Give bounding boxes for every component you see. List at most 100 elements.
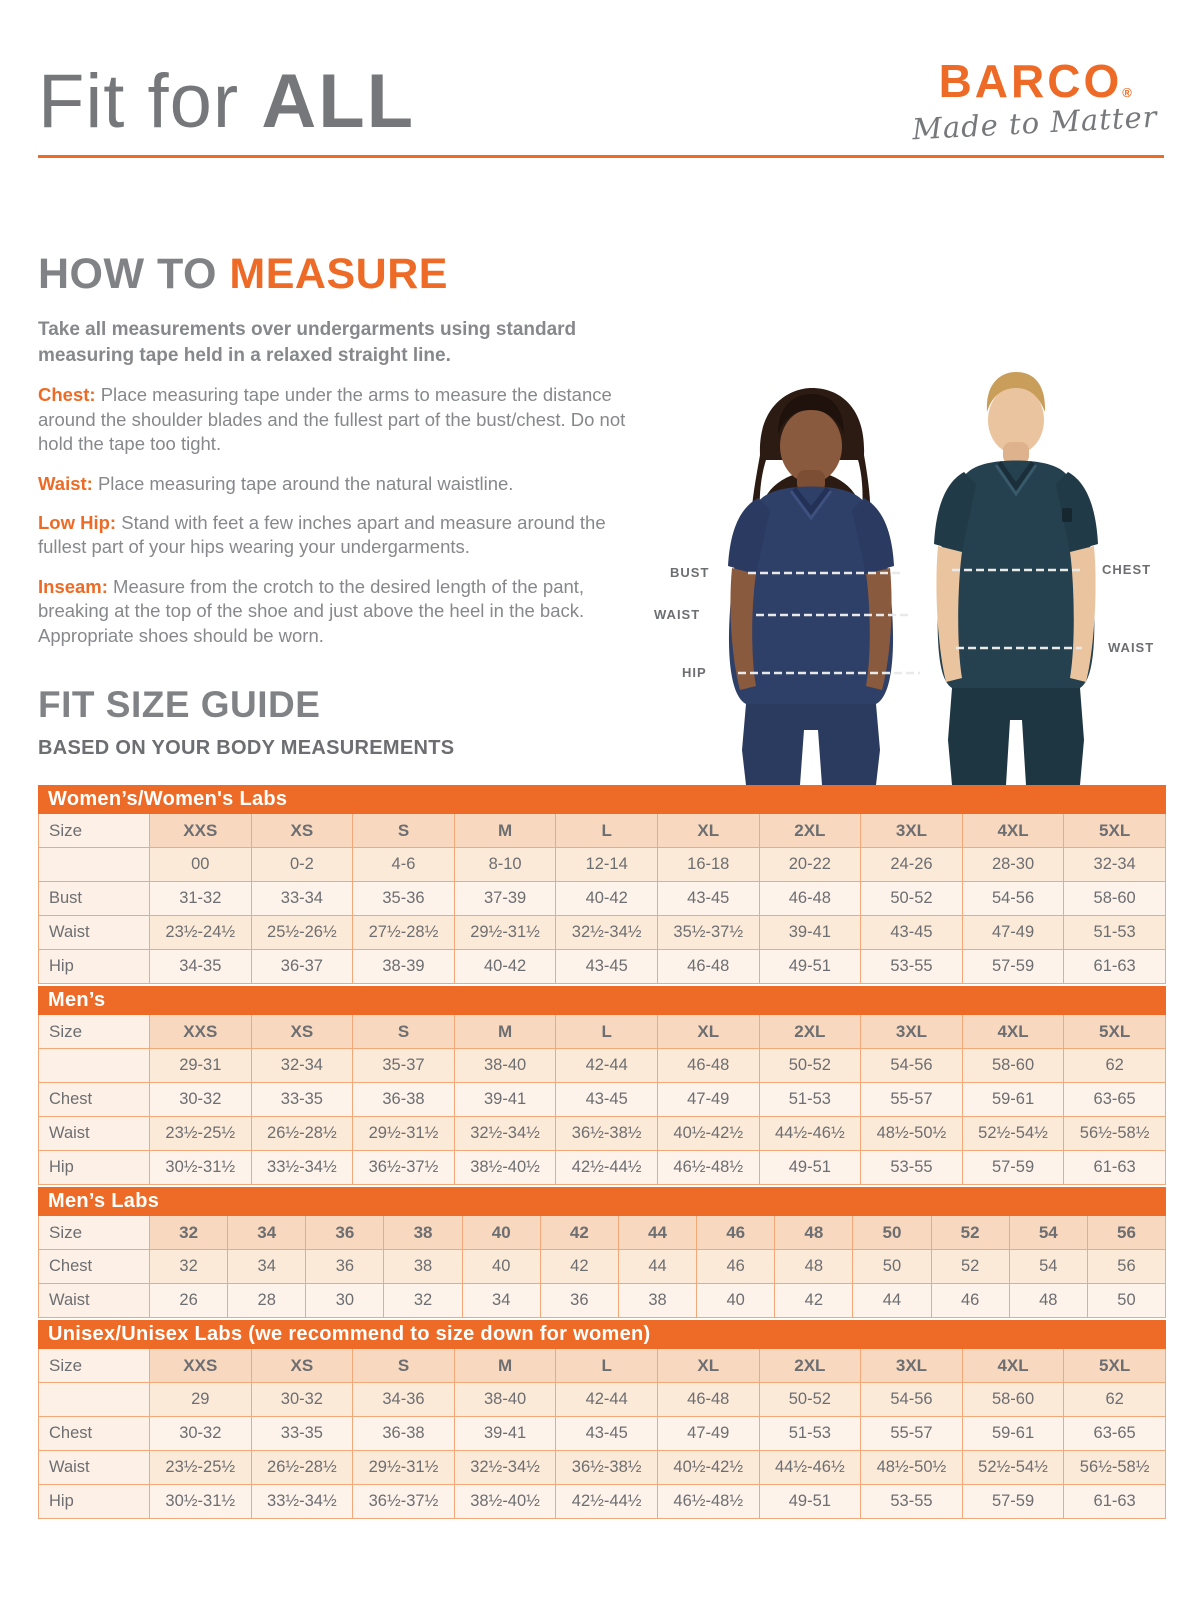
table-cell: 58-60 <box>962 1049 1065 1083</box>
table-cell: 36 <box>306 1216 385 1250</box>
table-cell: 32-34 <box>251 1049 354 1083</box>
table-cell: 43-45 <box>556 950 658 984</box>
table-cell: 16-18 <box>657 848 760 882</box>
table-cell: 38 <box>618 1284 698 1318</box>
table-cell: 40 <box>462 1216 541 1250</box>
models-photo: BUST WAIST HIP CHEST WAIST <box>640 360 1170 785</box>
table-cell: 26½-28½ <box>251 1117 354 1151</box>
table-cell: 61-63 <box>1064 1151 1166 1185</box>
size-header-row: Size XXS XS S M L XL 2XL 3XL 4XL 5XL <box>38 1015 1166 1049</box>
table-cell: 63-65 <box>1064 1417 1166 1451</box>
table-cell: M <box>454 1349 557 1383</box>
table-cell: XL <box>657 1015 760 1049</box>
table-row: Waist 26 28 30 32 34 36 38 40 42 44 46 48 50 <box>38 1284 1167 1318</box>
heading-orange-part: MEASURE <box>229 250 448 298</box>
table-cell: 37-39 <box>454 882 557 916</box>
table-cell: 40-42 <box>454 950 557 984</box>
female-model <box>728 388 894 785</box>
measure-item-chest: Chest: Place measuring tape under the ar… <box>38 383 630 456</box>
table-cell: 40½-42½ <box>657 1117 760 1151</box>
table-cell: 44 <box>618 1250 698 1284</box>
table-cell: 56 <box>1087 1216 1167 1250</box>
row-label-cell: Waist <box>38 1284 150 1318</box>
table-cell: 23½-25½ <box>150 1117 252 1151</box>
table-row: Bust 31-32 33-34 35-36 37-39 40-42 43-45 46-48 5… <box>38 882 1166 916</box>
table-cell: 34-35 <box>150 950 252 984</box>
table-cell: 40-42 <box>556 882 658 916</box>
table-cell: 43-45 <box>556 1417 658 1451</box>
table-cell: 42½-44½ <box>556 1151 658 1185</box>
table-cell: 56 <box>1087 1250 1167 1284</box>
table-cell: 53-55 <box>861 1151 963 1185</box>
table-cell: S <box>353 1015 455 1049</box>
table-cell: 48½-50½ <box>861 1451 963 1485</box>
table-cell: 43-45 <box>556 1083 658 1117</box>
table-cell: 35-36 <box>353 882 455 916</box>
table-cell: 38 <box>384 1250 463 1284</box>
table-row: Waist 23½-25½ 26½-28½ 29½-31½ 32½-34½ 36½-38½… <box>38 1117 1166 1151</box>
hip-label: HIP <box>682 665 707 680</box>
size-header-row: Size XXS XS S M L XL 2XL 3XL 4XL 5XL <box>38 1349 1166 1383</box>
table-cell: 39-41 <box>454 1417 557 1451</box>
table-row: 29-31 32-34 35-37 38-40 42-44 46-48 50-52 54-56… <box>38 1049 1166 1083</box>
table-cell: 34-36 <box>353 1383 455 1417</box>
measure-item-label: Waist: <box>38 472 93 494</box>
measure-item-text: Measure from the crotch to the desired l… <box>38 575 585 646</box>
measure-item-label: Low Hip: <box>38 511 117 533</box>
row-label-cell <box>38 1383 150 1417</box>
table-cell: 46 <box>697 1216 776 1250</box>
table-cell: 5XL <box>1064 814 1166 848</box>
table-cell: 54-56 <box>962 882 1065 916</box>
size-tables: Women’s/Women's Labs Size XXS XS S M L XL 2XL 3XL… <box>38 785 1167 1521</box>
table-cell: 53-55 <box>861 950 963 984</box>
table-cell: 42 <box>775 1284 854 1318</box>
table-cell: L <box>556 1349 658 1383</box>
page-title-regular: Fit for <box>38 59 262 144</box>
table-row: Chest 30-32 33-35 36-38 39-41 43-45 47-49 51-53… <box>38 1083 1166 1117</box>
row-label-cell: Size <box>38 1015 150 1049</box>
table-cell: 44 <box>618 1216 698 1250</box>
table-cell: 57-59 <box>962 1151 1065 1185</box>
table-cell: 33½-34½ <box>251 1151 354 1185</box>
table-cell: 50-52 <box>759 1049 862 1083</box>
table-cell: 32½-34½ <box>454 1451 557 1485</box>
table-title-band: Women’s/Women's Labs <box>38 785 1166 814</box>
table-cell: 40 <box>462 1250 541 1284</box>
table-cell: 40½-42½ <box>657 1451 760 1485</box>
row-label-cell: Waist <box>38 1117 150 1151</box>
brand-wordmark: BARCO <box>938 55 1123 107</box>
table-cell: 52½-54½ <box>962 1117 1065 1151</box>
table-cell: 52½-54½ <box>962 1451 1065 1485</box>
table-cell: 38-40 <box>454 1049 557 1083</box>
table-cell: 52 <box>931 1216 1010 1250</box>
table-cell: 32½-34½ <box>454 1117 557 1151</box>
table-cell: 56½-58½ <box>1064 1117 1166 1151</box>
table-cell: 23½-24½ <box>150 916 252 950</box>
table-cell: 4XL <box>962 814 1065 848</box>
table-cell: 42-44 <box>556 1383 658 1417</box>
table-cell: 38-39 <box>353 950 455 984</box>
table-cell: 36 <box>540 1284 619 1318</box>
row-label-cell: Bust <box>38 882 150 916</box>
table-cell: 4XL <box>962 1349 1065 1383</box>
table-cell: 50 <box>853 1250 932 1284</box>
table-cell: 30 <box>306 1284 385 1318</box>
table-cell: 36½-37½ <box>353 1485 455 1519</box>
table-cell: 57-59 <box>962 950 1065 984</box>
table-cell: XS <box>251 1015 354 1049</box>
table-cell: 32-34 <box>1064 848 1166 882</box>
table-cell: 35½-37½ <box>657 916 760 950</box>
row-label-cell: Chest <box>38 1417 150 1451</box>
table-cell: 28 <box>228 1284 307 1318</box>
table-cell: 44 <box>853 1284 932 1318</box>
page-title-bold: ALL <box>261 59 416 144</box>
table-cell: 51-53 <box>759 1083 862 1117</box>
table-cell: M <box>454 814 557 848</box>
table-cell: 61-63 <box>1064 950 1166 984</box>
measure-item-waist: Waist: Place measuring tape around the n… <box>38 472 630 496</box>
table-row: Hip 30½-31½ 33½-34½ 36½-37½ 38½-40½ 42½-44½ 46… <box>38 1485 1166 1519</box>
table-row: Hip 30½-31½ 33½-34½ 36½-37½ 38½-40½ 42½-44½ 46… <box>38 1151 1166 1185</box>
table-cell: 36-38 <box>353 1417 455 1451</box>
table-cell: 33-35 <box>251 1417 354 1451</box>
row-label-cell <box>38 1049 150 1083</box>
